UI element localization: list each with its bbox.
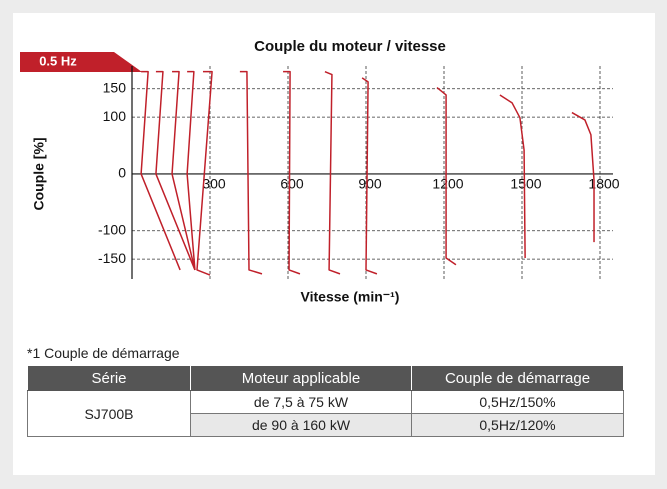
y-tick-label: -100 [98, 221, 126, 237]
y-tick-label: 150 [103, 79, 127, 95]
x-axis-label: Vitesse (min⁻¹) [301, 289, 400, 305]
header-cell: Moteur applicable [190, 365, 412, 391]
row: SJ700B de 7,5 à 75 kW 0,5Hz/150% [27, 390, 624, 437]
header-cell: Série [27, 365, 191, 391]
x-tick-label: 600 [280, 176, 304, 192]
cell: 0,5Hz/150% [411, 390, 624, 414]
cell: de 7,5 à 75 kW [190, 390, 412, 414]
y-tick-label: -150 [98, 250, 126, 266]
header-cell: Couple de démarrage [411, 365, 624, 391]
y-axis-label: Couple [%] [31, 137, 47, 210]
cell: de 90 à 160 kW [190, 413, 412, 437]
y-tick-label: 0 [118, 165, 126, 181]
curve [361, 77, 378, 275]
curve [324, 70, 341, 275]
x-tick-label: 1500 [510, 176, 541, 192]
curve [499, 94, 526, 258]
row: de 90 à 160 kW 0,5Hz/120% [28, 413, 624, 437]
curve [239, 70, 263, 275]
curve [155, 70, 196, 271]
x-tick-label: 1800 [588, 176, 619, 192]
curve [186, 70, 196, 270]
curve [571, 111, 595, 243]
x-tick-label: 900 [358, 176, 382, 192]
cell: SJ700B [27, 390, 191, 437]
curve [140, 70, 181, 271]
annotation: 0.5 Hz [39, 53, 77, 68]
curve [196, 70, 213, 276]
x-tick-label: 300 [202, 176, 226, 192]
curve [171, 70, 196, 271]
annotation-pointer [95, 52, 142, 72]
note: *1 Couple de démarrage [27, 345, 180, 361]
table: Série Moteur applicable Couple de démarr… [27, 365, 624, 437]
curve [283, 70, 301, 275]
cell: 0,5Hz/120% [411, 413, 624, 437]
chart-title: Couple du moteur / vitesse [254, 38, 446, 55]
annotation-box [20, 52, 96, 72]
curve [436, 87, 457, 266]
header-row: Série Moteur applicable Couple de démarr… [27, 365, 624, 391]
x-tick-label: 1200 [432, 176, 463, 192]
y-tick-label: 100 [103, 108, 127, 124]
